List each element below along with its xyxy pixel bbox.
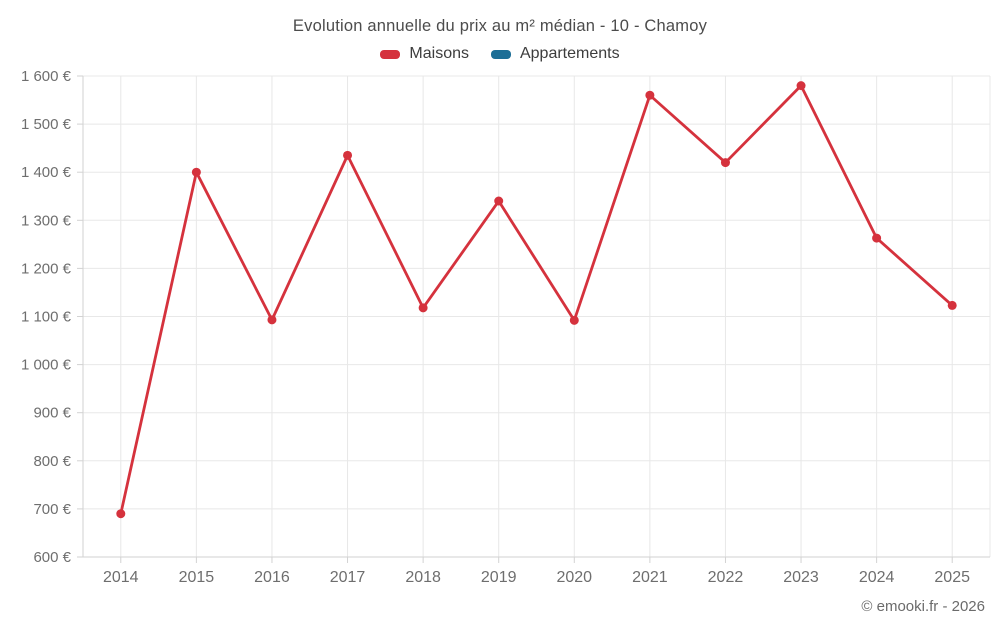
x-axis-label: 2016	[254, 569, 290, 586]
x-axis-label: 2024	[859, 569, 895, 586]
credit-text: © emooki.fr - 2026	[861, 598, 985, 615]
maisons-swatch-icon	[380, 49, 401, 59]
data-point-maisons-2024[interactable]	[872, 233, 882, 243]
legend-label-maisons: Maisons	[409, 45, 469, 62]
data-point-maisons-2025[interactable]	[947, 300, 957, 310]
chart-title: Evolution annuelle du prix au m² médian …	[292, 17, 708, 35]
appartements-swatch-icon	[490, 49, 511, 59]
series-line-maisons	[119, 84, 954, 516]
x-axis-label: 2022	[708, 569, 744, 586]
x-axis-label: 2018	[405, 569, 441, 586]
data-point-maisons-2023[interactable]	[796, 81, 806, 91]
x-axis-label: 2020	[556, 569, 592, 586]
y-axis-label: 1 500 €	[21, 116, 72, 133]
data-point-maisons-2018[interactable]	[418, 303, 428, 313]
y-axis-label: 800 €	[33, 453, 71, 470]
y-axis-label: 700 €	[33, 501, 71, 518]
x-axis-label: 2014	[103, 569, 139, 586]
data-point-maisons-2015[interactable]	[191, 167, 201, 177]
data-point-maisons-2020[interactable]	[569, 315, 579, 325]
legend-item-appartements[interactable]: Appartements	[490, 45, 620, 63]
y-axis-label: 1 100 €	[21, 309, 72, 326]
x-axis-label: 2021	[632, 569, 668, 586]
chart-legend: Maisons Appartements	[0, 45, 1000, 63]
x-axis-label: 2023	[783, 569, 819, 586]
legend-label-appartements: Appartements	[519, 45, 620, 62]
data-point-maisons-2021[interactable]	[645, 90, 655, 100]
y-axis-label: 1 400 €	[21, 164, 72, 181]
legend-item-maisons[interactable]: Maisons	[380, 45, 469, 63]
y-axis-label: 1 300 €	[21, 212, 72, 229]
data-point-maisons-2019[interactable]	[494, 196, 504, 206]
x-axis-label: 2019	[481, 569, 517, 586]
data-point-maisons-2016[interactable]	[267, 315, 277, 325]
x-axis-label: 2017	[330, 569, 366, 586]
x-axis-label: 2025	[934, 569, 970, 586]
y-axis-label: 1 200 €	[21, 260, 72, 277]
y-axis-label: 1 600 €	[21, 68, 72, 85]
y-axis-label: 600 €	[33, 549, 71, 566]
x-axis-label: 2015	[179, 569, 215, 586]
y-axis-label: 900 €	[33, 405, 71, 422]
data-point-maisons-2022[interactable]	[720, 158, 730, 168]
data-point-maisons-2017[interactable]	[343, 150, 353, 160]
y-axis-label: 1 000 €	[21, 357, 72, 374]
data-point-maisons-2014[interactable]	[116, 509, 126, 519]
